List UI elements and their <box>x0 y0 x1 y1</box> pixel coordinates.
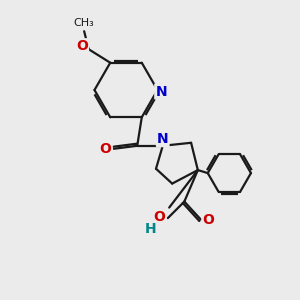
Text: O: O <box>76 39 88 53</box>
Text: O: O <box>100 142 111 156</box>
Text: H: H <box>145 223 156 236</box>
Text: N: N <box>155 85 167 98</box>
Text: N: N <box>157 132 169 146</box>
Text: O: O <box>202 213 214 226</box>
Text: O: O <box>154 210 165 224</box>
Text: CH₃: CH₃ <box>74 18 94 28</box>
